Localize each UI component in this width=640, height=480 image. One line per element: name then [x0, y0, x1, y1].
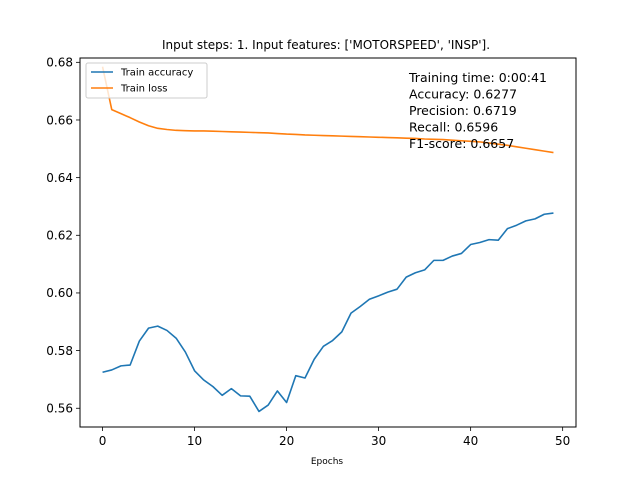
y-tick-label: 0.64: [46, 171, 73, 185]
y-tick-label: 0.56: [46, 402, 73, 416]
legend-entry-train-loss: Train loss: [120, 84, 168, 95]
y-tick-label: 0.62: [46, 229, 73, 243]
y-tick-label: 0.60: [46, 286, 73, 300]
x-tick-label: 0: [99, 434, 107, 448]
annotation-training-time: Training time: 0:00:41: [408, 70, 547, 85]
x-tick-label: 40: [463, 434, 478, 448]
x-axis-label: Epochs: [311, 457, 344, 467]
series-line-train-accuracy: [102, 212, 554, 413]
chart-title: Input steps: 1. Input features: ['MOTORS…: [162, 38, 490, 52]
annotation-f1-score: F1-score: 0.6657: [409, 136, 514, 151]
x-tick-label: 10: [187, 434, 202, 448]
annotation-precision: Precision: 0.6719: [409, 103, 517, 118]
annotation-accuracy: Accuracy: 0.6277: [409, 87, 517, 102]
metrics-annotation: Training time: 0:00:41 Accuracy: 0.6277 …: [408, 70, 547, 151]
legend-entry-train-accuracy: Train accuracy: [120, 68, 193, 79]
series-line-train-loss: [101, 66, 554, 154]
x-tick-label: 50: [555, 434, 570, 448]
y-axis: 0.56 0.58 0.60 0.62 0.64 0.66 0.68: [46, 56, 80, 416]
x-tick-label: 30: [371, 434, 386, 448]
annotation-recall: Recall: 0.6596: [409, 120, 498, 135]
legend-box: [85, 62, 208, 99]
plot-area: [101, 66, 554, 413]
x-tick-label: 20: [279, 434, 294, 448]
y-tick-label: 0.58: [46, 344, 73, 358]
plot-frame: [79, 57, 577, 428]
x-axis: 0 10 20 30 40 50: [99, 427, 570, 448]
y-tick-label: 0.66: [46, 113, 73, 127]
legend: Train accuracy Train loss: [85, 62, 208, 99]
y-tick-label: 0.68: [46, 56, 73, 70]
